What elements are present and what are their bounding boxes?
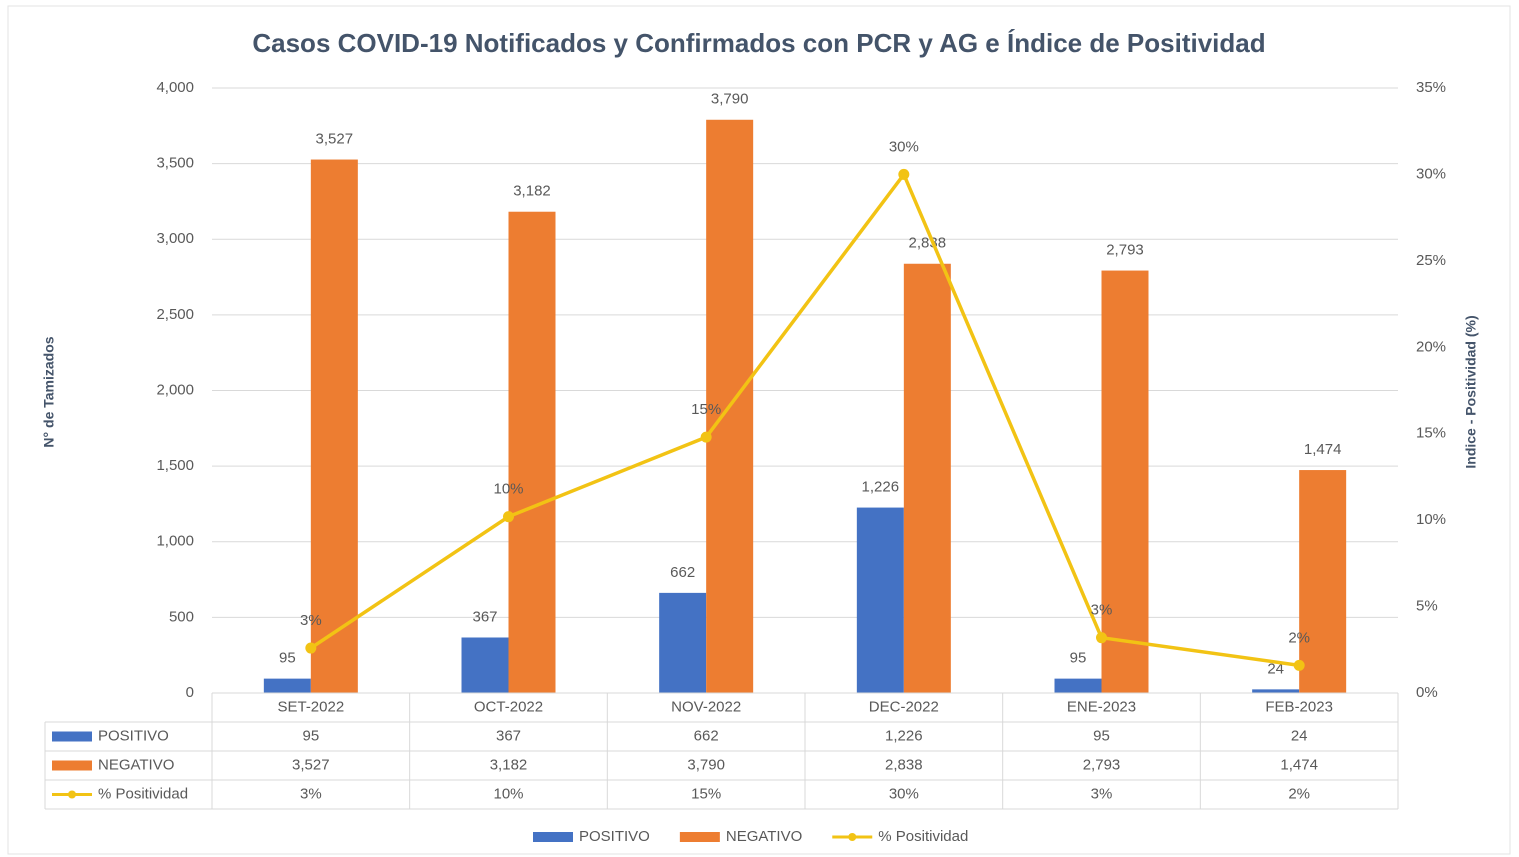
bar-value-label: 3,527 — [316, 131, 354, 148]
line-value-label: 10% — [493, 481, 523, 498]
x-tick-label: NOV-2022 — [671, 698, 741, 715]
table-cell: 3,182 — [490, 756, 528, 773]
line-value-label: 15% — [691, 401, 721, 418]
legend-label: POSITIVO — [579, 828, 650, 845]
bar — [263, 678, 311, 693]
bar-value-label: 95 — [1070, 650, 1087, 667]
table-cell: 2,793 — [1083, 756, 1121, 773]
legend-label: % Positividad — [878, 828, 968, 845]
legend-key — [679, 832, 720, 842]
bar-value-label: 2,793 — [1106, 242, 1144, 259]
table-cell: 2% — [1288, 785, 1310, 802]
bar — [659, 592, 707, 693]
bar-value-label: 662 — [670, 564, 695, 581]
bar-value-label: 1,226 — [862, 479, 900, 496]
bar-value-label: 2,838 — [909, 235, 947, 252]
y2-tick-label: 10% — [1416, 511, 1446, 528]
table-cell: 30% — [889, 785, 919, 802]
bar-value-label: 95 — [279, 650, 296, 667]
line-value-label: 30% — [889, 138, 919, 155]
bar — [1252, 689, 1300, 693]
line-marker — [1096, 632, 1107, 644]
x-tick-label: SET-2022 — [277, 698, 344, 715]
y-tick-label: 2,000 — [156, 381, 194, 398]
line-value-label: 3% — [1091, 602, 1113, 619]
table-cell: 662 — [694, 727, 719, 744]
table-cell: 3% — [300, 785, 322, 802]
line-marker — [898, 168, 910, 180]
bar-value-label: 367 — [472, 608, 497, 625]
y-tick-label: 1,000 — [156, 533, 194, 550]
table-cell: 3,790 — [687, 756, 725, 773]
table-cell: 1,226 — [885, 727, 923, 744]
bar — [1054, 678, 1102, 693]
bar — [1101, 270, 1149, 693]
y-tick-label: 3,500 — [156, 155, 194, 172]
bar — [310, 159, 358, 693]
line-value-label: 2% — [1288, 629, 1310, 646]
bar — [1299, 470, 1347, 693]
chart-title: Casos COVID-19 Notificados y Confirmados… — [252, 28, 1265, 58]
table-cell: 3,527 — [292, 756, 330, 773]
y2-axis-title: Indice - Positividad (%) — [1463, 315, 1479, 468]
y2-tick-label: 25% — [1416, 252, 1446, 269]
bar-value-label: 1,474 — [1304, 441, 1342, 458]
table-series-name: NEGATIVO — [98, 756, 174, 773]
y2-tick-label: 30% — [1416, 165, 1446, 182]
chart-frame — [7, 5, 1511, 855]
line-marker — [1293, 659, 1305, 671]
y-tick-label: 3,000 — [156, 230, 194, 247]
table-legend-key — [52, 760, 92, 771]
y-axis-title: N° de Tamizados — [41, 336, 57, 447]
table-cell: 1,474 — [1280, 756, 1318, 773]
x-tick-label: DEC-2022 — [869, 698, 939, 715]
table-cell: 367 — [496, 727, 521, 744]
bar — [856, 507, 904, 693]
bar-value-label: 24 — [1267, 660, 1284, 677]
y2-tick-label: 15% — [1416, 425, 1446, 442]
table-series-name: POSITIVO — [98, 727, 169, 744]
table-cell: 3% — [1091, 785, 1113, 802]
y2-tick-label: 5% — [1416, 598, 1438, 615]
line-value-label: 3% — [300, 612, 322, 629]
bar-value-label: 3,182 — [513, 183, 551, 200]
line — [309, 170, 1300, 668]
table-cell: 95 — [302, 727, 319, 744]
x-tick-label: FEB-2023 — [1265, 698, 1333, 715]
table-cell: 10% — [493, 785, 523, 802]
line-marker — [305, 642, 317, 654]
y-tick-label: 500 — [169, 608, 194, 625]
y-tick-label: 2,500 — [156, 306, 194, 323]
y-tick-label: 0 — [186, 684, 194, 701]
bar — [903, 263, 951, 693]
table-cell: 2,838 — [885, 756, 923, 773]
y2-tick-label: 0% — [1416, 684, 1438, 701]
table-cell: 15% — [691, 785, 721, 802]
y-tick-label: 1,500 — [156, 457, 194, 474]
table-cell: 95 — [1093, 727, 1110, 744]
y2-tick-label: 35% — [1416, 79, 1446, 96]
table-cell: 24 — [1291, 727, 1308, 744]
table-legend-key — [68, 790, 76, 799]
y-tick-label: 4,000 — [156, 79, 194, 96]
bar-value-label: 3,790 — [711, 91, 749, 108]
x-tick-label: OCT-2022 — [474, 698, 543, 715]
line-marker — [700, 431, 712, 443]
bar — [461, 637, 509, 693]
legend-key — [848, 833, 857, 841]
legend-key — [533, 832, 573, 842]
table-legend-key — [52, 731, 92, 742]
line-marker — [503, 511, 514, 523]
x-tick-label: ENE-2023 — [1067, 698, 1136, 715]
y2-tick-label: 20% — [1416, 338, 1446, 355]
legend-label: NEGATIVO — [726, 828, 802, 845]
bar — [508, 211, 556, 693]
table-series-name: % Positividad — [98, 785, 188, 802]
